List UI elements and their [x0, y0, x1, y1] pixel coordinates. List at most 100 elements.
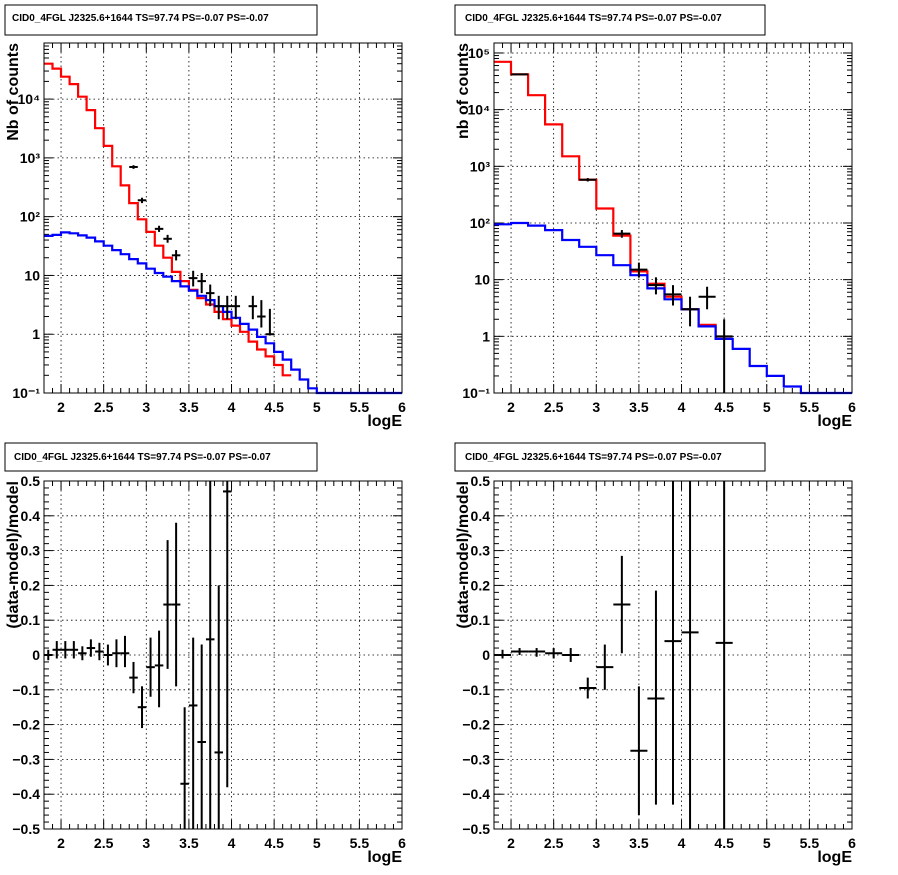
data-point [120, 635, 130, 668]
model-histogram-line [494, 60, 733, 340]
data-point [103, 644, 113, 666]
data-point [78, 646, 87, 661]
y-tick-label: 0.2 [471, 577, 491, 593]
y-tick-label: −0.3 [462, 751, 490, 767]
series-data [44, 481, 232, 829]
data-point [163, 540, 172, 669]
y-tick-label: 10³ [20, 150, 41, 166]
x-tick-label: 4.5 [264, 399, 284, 415]
chart-title: CID0_4FGL J2325.6+1644 TS=97.74 PS=-0.07… [465, 13, 722, 24]
data-point [596, 644, 614, 690]
series-data [214, 295, 275, 336]
y-tick-label: 0.4 [471, 508, 491, 524]
axis-ticks [493, 43, 853, 394]
y-tick-label: −0.3 [12, 751, 40, 767]
series-model [44, 62, 292, 377]
y-tick-label: 0.5 [21, 473, 41, 489]
data-point [511, 73, 529, 76]
x-tick-label: 4 [228, 399, 236, 415]
data-point [171, 522, 181, 687]
plot-frame [43, 480, 403, 830]
data-point [265, 308, 275, 336]
data-point [69, 641, 79, 659]
y-tick-label: −0.2 [462, 717, 490, 733]
y-tick-label: 0.5 [471, 473, 491, 489]
y-tick-label: 10³ [470, 158, 491, 174]
x-axis-label: logE [367, 413, 402, 430]
x-tick-label: 2 [507, 835, 515, 851]
y-tick-label: 0.3 [471, 543, 491, 559]
x-tick-label: 5.5 [350, 399, 370, 415]
x-tick-label: 6 [848, 835, 856, 851]
x-tick-label: 3 [142, 399, 150, 415]
data-point [231, 295, 241, 320]
data-point [223, 295, 232, 320]
data-point [579, 178, 597, 182]
y-tick-label: −0.4 [12, 786, 40, 802]
y-tick-label: 10² [20, 209, 41, 225]
data-point [681, 481, 699, 829]
chart-title: CID0_4FGL J2325.6+1644 TS=97.74 PS=-0.07… [14, 452, 271, 463]
data-point [613, 230, 631, 238]
x-tick-label: 3.5 [629, 399, 649, 415]
data-point [630, 262, 648, 278]
grid-lines [494, 43, 852, 393]
data-point [86, 639, 96, 657]
data-point [95, 642, 104, 661]
y-tick-label: 10⁻¹ [12, 385, 40, 401]
tick-labels: 2 2.5 3 3.5 4 4.5 5 5.5 6 −0.5 −0.4 −0.3 −0.2 −0.1 0 0.… [12, 473, 406, 851]
data-point [52, 641, 62, 659]
y-tick-label: 0.2 [21, 577, 41, 593]
data-point [180, 707, 189, 829]
data-point [154, 630, 164, 708]
x-tick-label: 2.5 [544, 399, 564, 415]
model-histogram-line [44, 62, 292, 377]
data-point [137, 197, 147, 204]
title-box [454, 4, 766, 36]
x-tick-label: 5.5 [350, 835, 370, 851]
data-point [154, 225, 164, 232]
data-point [214, 585, 223, 829]
y-tick-label: 0.1 [21, 612, 41, 628]
data-point [188, 270, 198, 287]
series-component [494, 221, 852, 395]
x-tick-label: 3.5 [179, 399, 199, 415]
y-axis-label: (data-model)/model [5, 481, 22, 629]
data-point [715, 319, 733, 393]
chart-title: CID0_4FGL J2325.6+1644 TS=97.74 PS=-0.07… [12, 13, 269, 24]
data-point [528, 648, 546, 657]
x-tick-label: 3 [592, 399, 600, 415]
x-tick-label: 4 [678, 835, 686, 851]
data-point [562, 648, 580, 662]
data-point [146, 637, 155, 697]
data-point [163, 234, 172, 243]
plot-frame [493, 42, 853, 394]
data-point [248, 295, 258, 320]
data-point [664, 481, 682, 805]
data-point [257, 300, 266, 328]
axis-ticks [43, 42, 403, 394]
grid-lines [494, 481, 852, 829]
x-tick-label: 6 [398, 399, 406, 415]
x-tick-label: 2 [507, 399, 515, 415]
data-point [197, 273, 206, 294]
x-tick-label: 5.5 [800, 399, 820, 415]
data-point [681, 296, 699, 327]
x-tick-label: 5 [313, 835, 321, 851]
y-tick-label: −0.1 [462, 682, 490, 698]
data-point [494, 649, 512, 659]
x-tick-label: 6 [398, 835, 406, 851]
data-point [223, 481, 232, 788]
y-tick-label: 10 [24, 267, 40, 283]
y-tick-label: 0.1 [471, 612, 491, 628]
data-point [630, 686, 648, 816]
x-tick-label: 2.5 [94, 399, 114, 415]
series-data [511, 73, 733, 393]
y-tick-label: −0.4 [462, 786, 490, 802]
x-tick-label: 4 [228, 835, 236, 851]
x-tick-label: 6 [848, 399, 856, 415]
chart-panel-2: 2 2.5 3 3.5 4 4.5 5 5.5 6 10⁻¹ 1 10 10² 10³ 10⁴ 10⁵ logE… [454, 4, 856, 430]
title-box [4, 4, 318, 36]
chart-panel-3: 2 2.5 3 3.5 4 4.5 5 5.5 6 −0.5 −0.4 −0.3 −0.2 −0.1 0 0.… [4, 442, 406, 866]
tick-labels: 2 2.5 3 3.5 4 4.5 5 5.5 6 10⁻¹ 1 10 10² 10³ 10⁴ [12, 91, 406, 415]
